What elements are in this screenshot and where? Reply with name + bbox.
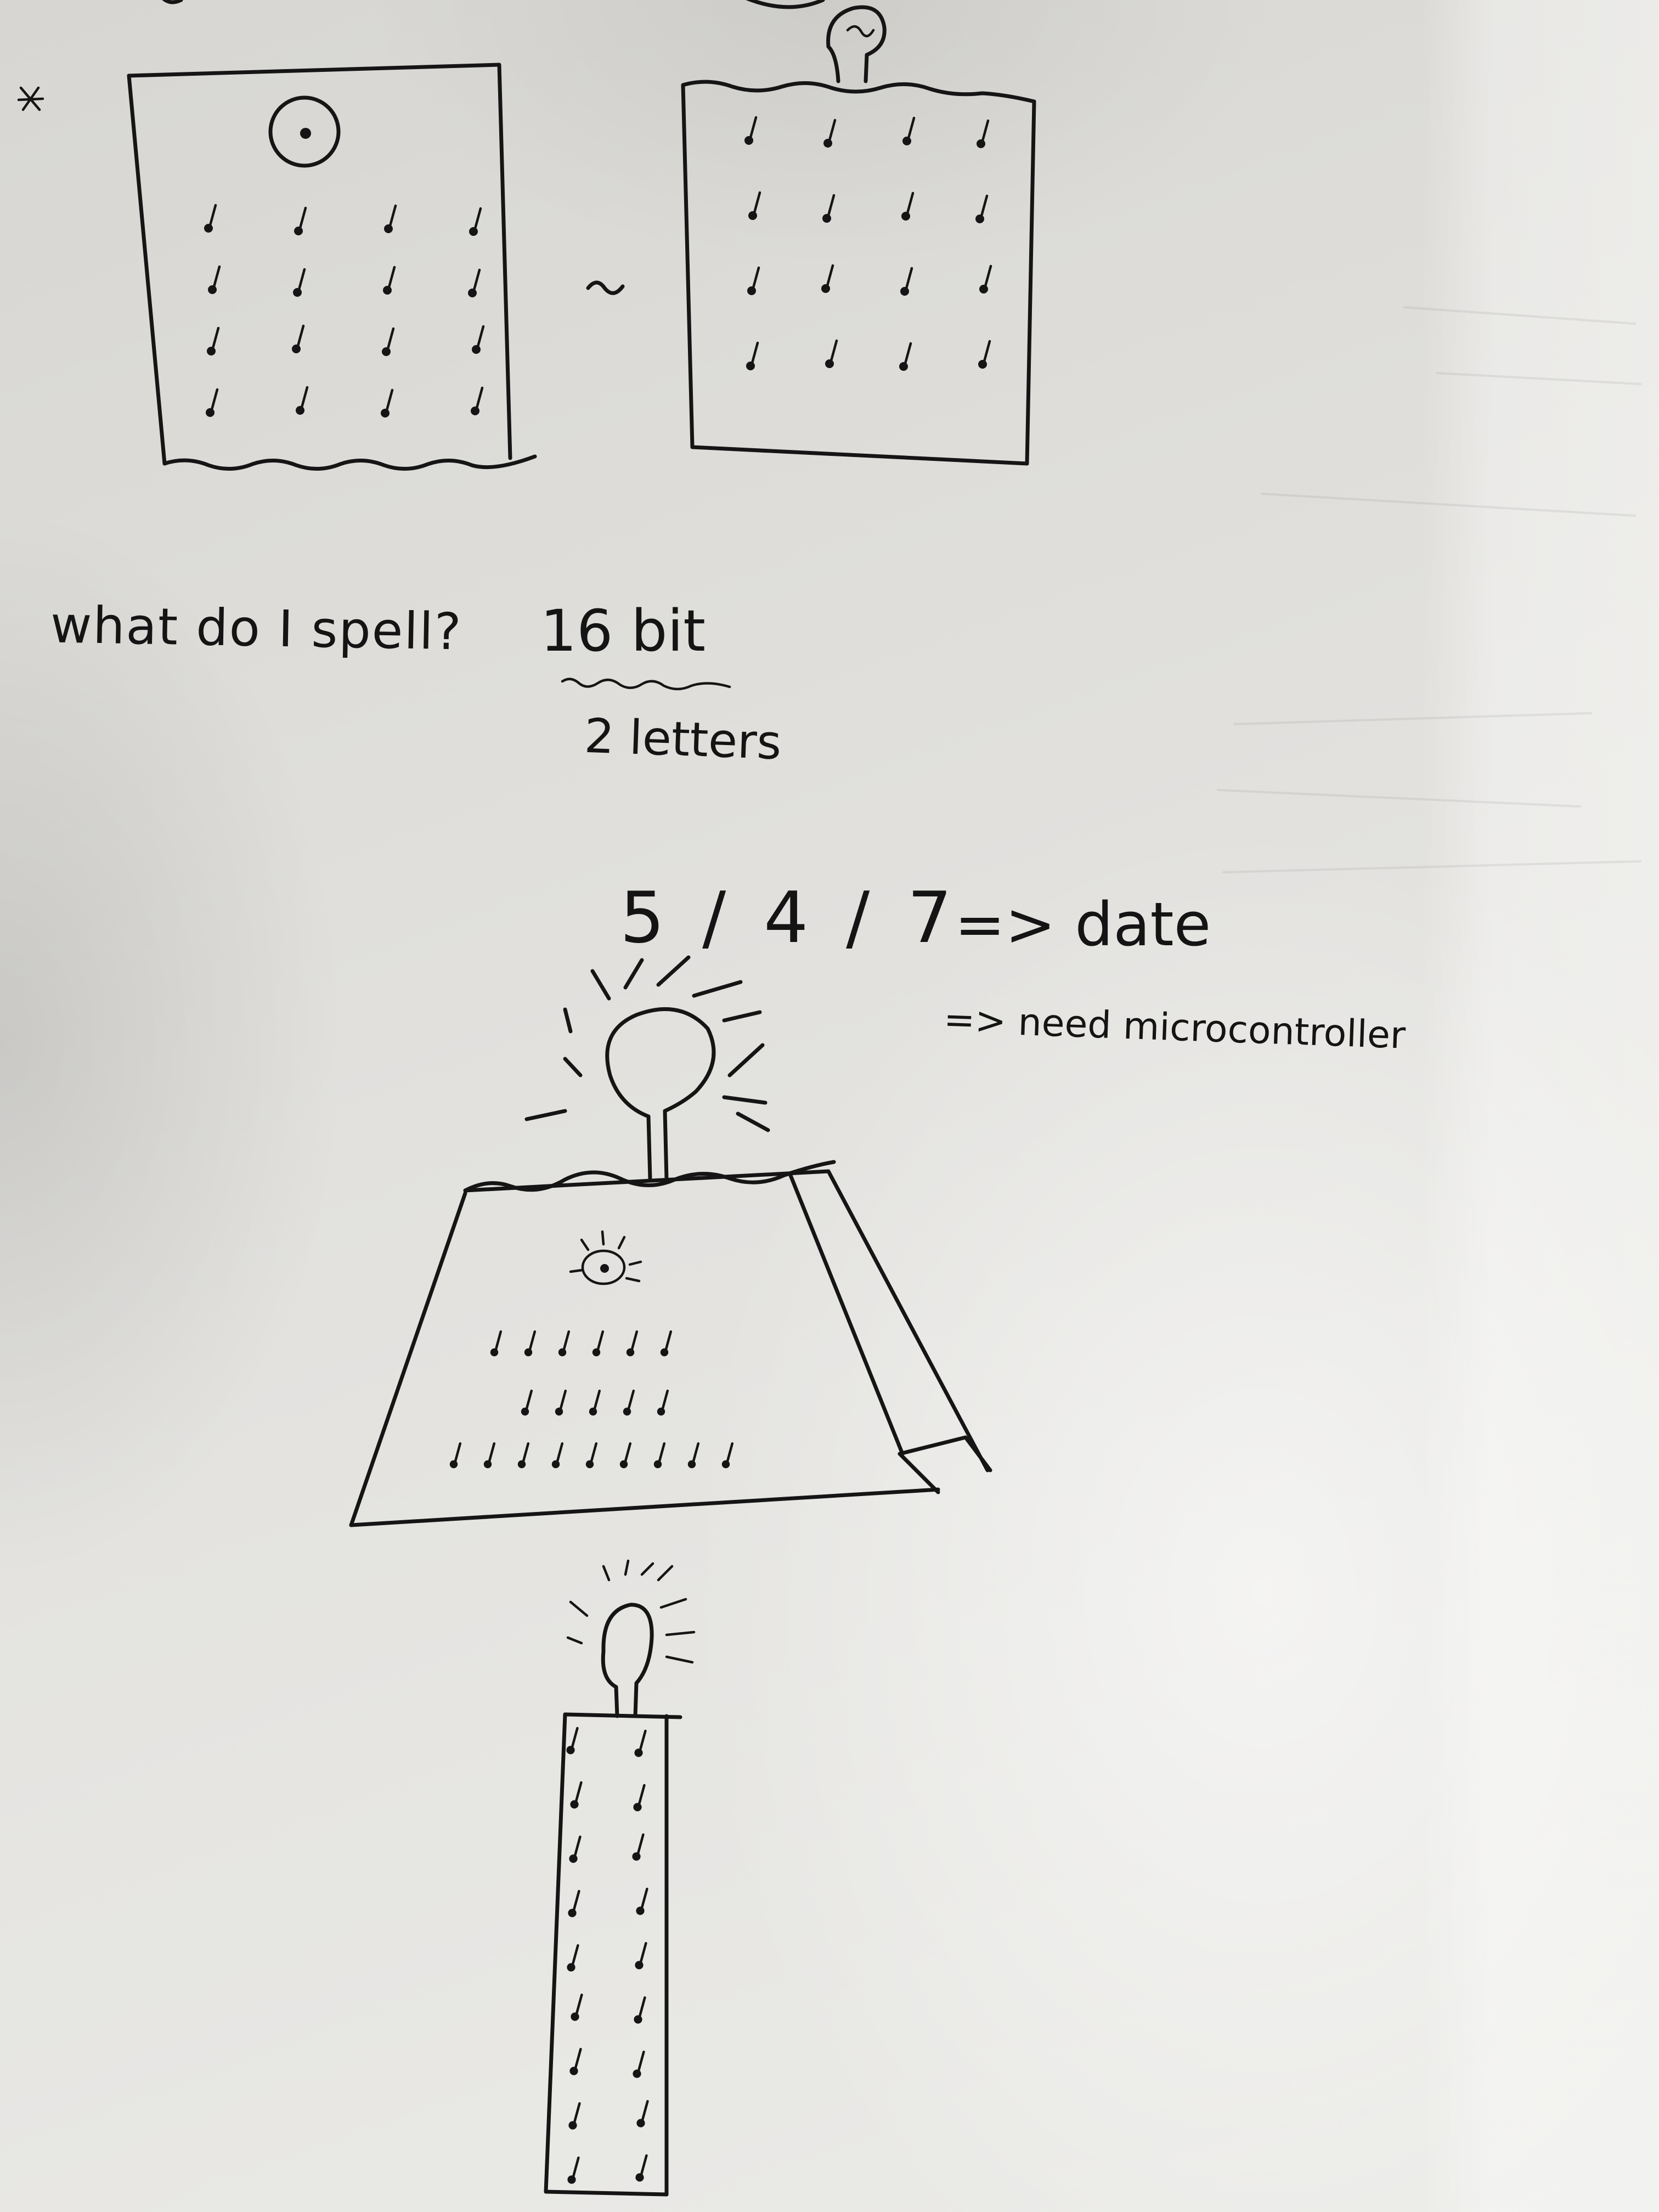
led-mark [551,1442,564,1469]
top-arc [746,0,825,9]
led-mark [569,2047,582,2075]
led-mark [589,1389,601,1416]
led-mark [901,191,915,221]
trapezoid-panel [349,955,992,1527]
led-mark [206,388,219,417]
question-note: what do I spell? [50,595,463,662]
led-mark [633,1784,646,1812]
led-mark [900,267,913,296]
led-mark [823,119,837,148]
led-mark [208,265,221,294]
led-mark [975,194,989,223]
led-mark [979,264,992,294]
led-mark [902,116,916,145]
led-mark [977,119,990,148]
left-square-panel [127,63,537,471]
led-mark [619,1442,632,1469]
led-mark [471,386,484,415]
led-mark [744,116,758,145]
led-mark [449,1442,462,1469]
led-mark [632,1833,645,1861]
led-mark [292,324,305,353]
led-mark [566,1726,579,1754]
tall-strip-panel [544,1559,696,2197]
led-mark [472,325,485,354]
led-mark [468,268,481,297]
led-mark [636,1887,648,1915]
led-grid-strip [566,1726,649,2184]
led-mark [570,1781,583,1809]
led-mark [294,206,307,235]
led-mark [382,327,395,356]
led-mark [748,191,761,220]
led-mark [521,1389,533,1416]
led-mark [569,1835,582,1863]
page-edge [1421,0,1659,2212]
led-mark [490,1330,503,1357]
led-mark [571,1993,583,2021]
led-mark [825,339,838,368]
approx-tilde [586,280,625,295]
bits-note: 16 bit [540,597,706,664]
led-mark [293,268,306,297]
led-mark [207,326,220,356]
led-mark [381,388,394,417]
letters-note: 2 letters [583,708,783,771]
led-mark [567,2156,580,2184]
led-mark [636,2100,649,2128]
led-mark [623,1389,635,1416]
bits-underline [561,678,731,691]
led-mark [524,1330,537,1357]
led-mark [633,2050,645,2078]
led-mark [635,1942,647,1970]
led-mark [204,204,217,233]
numbers-note: 5 / 4 / 7 [620,877,960,959]
led-mark [383,266,396,295]
right-square-panel [681,5,1036,466]
led-mark [822,194,836,223]
led-mark [899,342,912,371]
led-mark [384,204,397,233]
led-mark [634,1996,646,2024]
led-mark [634,1729,647,1757]
led-mark [483,1442,496,1469]
led-mark [721,1442,734,1469]
led-grid-left [204,204,485,417]
led-mark [517,1442,530,1469]
led-mark [653,1442,666,1469]
led-mark [660,1330,673,1357]
led-mark [687,1442,700,1469]
led-mark [978,340,991,369]
led-mark [746,341,759,370]
top-arc-small [162,0,183,4]
led-mark [555,1389,567,1416]
led-mark [469,207,482,236]
led-mark [567,1944,579,1972]
led-mark [568,2102,581,2130]
led-grid-right [744,116,992,371]
led-mark [821,264,834,293]
led-mark [657,1389,669,1416]
led-mark [747,266,760,295]
show-through-lines [1217,306,1641,873]
led-mark [296,386,309,415]
led-mark [592,1330,605,1357]
led-mark [585,1442,598,1469]
led-mark [635,2154,648,2182]
led-mark [626,1330,639,1357]
led-mark [558,1330,571,1357]
led-mark [568,1889,580,1917]
led-grid-trapezoid [449,1330,734,1469]
date-note: => date [955,889,1211,960]
corner-asterisk [17,86,44,111]
